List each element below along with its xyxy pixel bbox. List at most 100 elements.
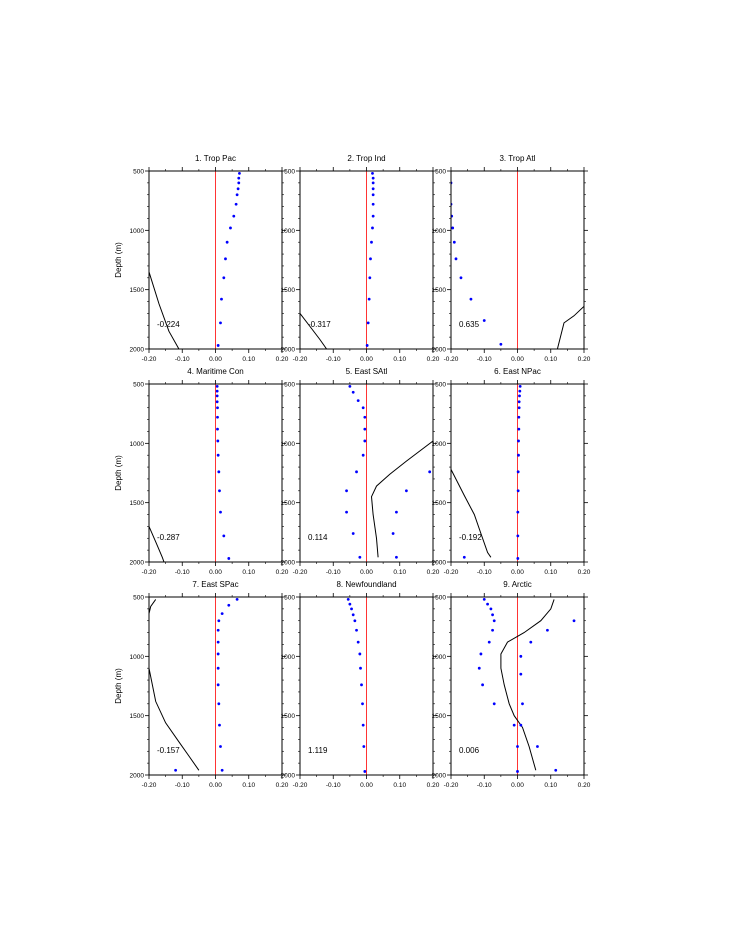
- data-point: [216, 439, 220, 443]
- profile-curve: [370, 440, 433, 558]
- data-point: [516, 557, 520, 560]
- data-point: [368, 276, 372, 280]
- data-point: [479, 652, 483, 656]
- x-tick-label: -0.20: [142, 356, 157, 363]
- data-point: [216, 640, 220, 644]
- data-point: [345, 510, 348, 514]
- plot-area: [345, 384, 433, 559]
- panel-title: 4. Maritime Con: [187, 367, 243, 376]
- data-point: [518, 384, 522, 388]
- panel-title: 5. East SAtl: [346, 367, 388, 376]
- data-point: [516, 770, 519, 773]
- data-point: [359, 666, 362, 670]
- data-point: [395, 555, 398, 559]
- y-tick-label: 1000: [281, 654, 296, 661]
- data-point: [365, 344, 369, 347]
- profile-curve: [149, 599, 200, 771]
- data-point: [482, 319, 486, 322]
- data-point: [512, 723, 516, 727]
- data-point: [462, 555, 466, 559]
- data-point: [554, 768, 558, 772]
- x-tick-label: -0.10: [175, 569, 190, 576]
- x-tick-label: -0.10: [477, 782, 492, 789]
- data-point: [353, 619, 357, 623]
- data-point: [216, 344, 220, 347]
- data-point: [516, 745, 519, 748]
- data-point: [215, 400, 219, 404]
- panel-9: 9. Arctic 0.006 -0.20 -0.10 0.00 0.10 0.20 500 1…: [432, 580, 591, 789]
- plot-area: [149, 171, 241, 349]
- data-point: [517, 400, 521, 404]
- data-point: [371, 226, 374, 230]
- data-point: [237, 176, 241, 180]
- data-point: [348, 384, 352, 388]
- data-point: [469, 297, 473, 301]
- data-point: [529, 640, 533, 644]
- y-axis-label: Depth (m): [114, 668, 123, 704]
- x-tick-label: 0.10: [242, 569, 255, 576]
- data-point: [220, 297, 223, 301]
- x-tick-label: 0.00: [511, 356, 524, 363]
- data-point: [517, 406, 521, 410]
- data-point: [518, 389, 522, 393]
- y-tick-label: 2000: [130, 773, 145, 780]
- x-tick-label: 0.20: [427, 356, 440, 363]
- y-tick-label: 2000: [432, 560, 447, 567]
- x-tick-label: 0.20: [276, 356, 289, 363]
- data-point: [516, 534, 520, 538]
- data-point: [351, 532, 355, 535]
- data-point: [356, 399, 360, 403]
- data-point: [235, 597, 239, 601]
- data-point: [428, 470, 432, 474]
- panel-7: 7. East SPac -0.157 -0.20 -0.10 0.00 0.10 0.20…: [114, 580, 289, 789]
- data-point: [358, 555, 362, 559]
- data-point: [452, 240, 456, 244]
- x-tick-label: -0.20: [142, 782, 157, 789]
- correlation-value: 0.006: [459, 746, 480, 755]
- data-point: [371, 171, 374, 175]
- data-point: [348, 602, 352, 606]
- data-point: [356, 640, 360, 644]
- y-tick-label: 500: [435, 169, 446, 176]
- y-tick-label: 2000: [432, 347, 447, 354]
- panel-2: 2. Trop Ind -0.317 -0.20 -0.10 0.00 0.10 0.20 5…: [281, 154, 440, 363]
- data-point: [236, 187, 240, 191]
- y-tick-label: 500: [284, 382, 295, 389]
- data-point: [517, 453, 520, 457]
- x-tick-label: -0.20: [444, 782, 459, 789]
- x-tick-label: 0.10: [544, 356, 557, 363]
- data-point: [371, 202, 375, 206]
- data-point: [516, 510, 520, 514]
- data-point: [216, 453, 220, 457]
- data-point: [216, 683, 220, 687]
- plot-area: [477, 597, 576, 773]
- panel-title: 9. Arctic: [503, 580, 531, 589]
- data-point: [351, 390, 355, 394]
- data-point: [355, 470, 358, 474]
- data-point: [481, 683, 484, 687]
- data-point: [517, 439, 520, 443]
- panel-title: 3. Trop Atl: [499, 154, 535, 163]
- y-axis-label: Depth (m): [114, 455, 123, 491]
- data-point: [219, 745, 222, 748]
- data-point: [215, 384, 219, 388]
- data-point: [217, 619, 221, 623]
- x-tick-label: 0.20: [276, 569, 289, 576]
- data-point: [217, 702, 221, 706]
- data-point: [361, 723, 365, 727]
- data-point: [345, 489, 348, 493]
- data-point: [371, 214, 375, 218]
- data-point: [363, 415, 367, 419]
- plot-area: [300, 171, 375, 349]
- data-point: [405, 489, 408, 493]
- y-tick-label: 1500: [281, 713, 296, 720]
- data-point: [355, 628, 358, 632]
- data-point: [521, 702, 524, 706]
- data-point: [518, 394, 521, 398]
- y-tick-label: 500: [133, 169, 144, 176]
- x-tick-label: -0.10: [175, 356, 190, 363]
- correlation-value: -0.224: [157, 320, 180, 329]
- data-point: [216, 406, 219, 410]
- y-tick-label: 2000: [281, 347, 296, 354]
